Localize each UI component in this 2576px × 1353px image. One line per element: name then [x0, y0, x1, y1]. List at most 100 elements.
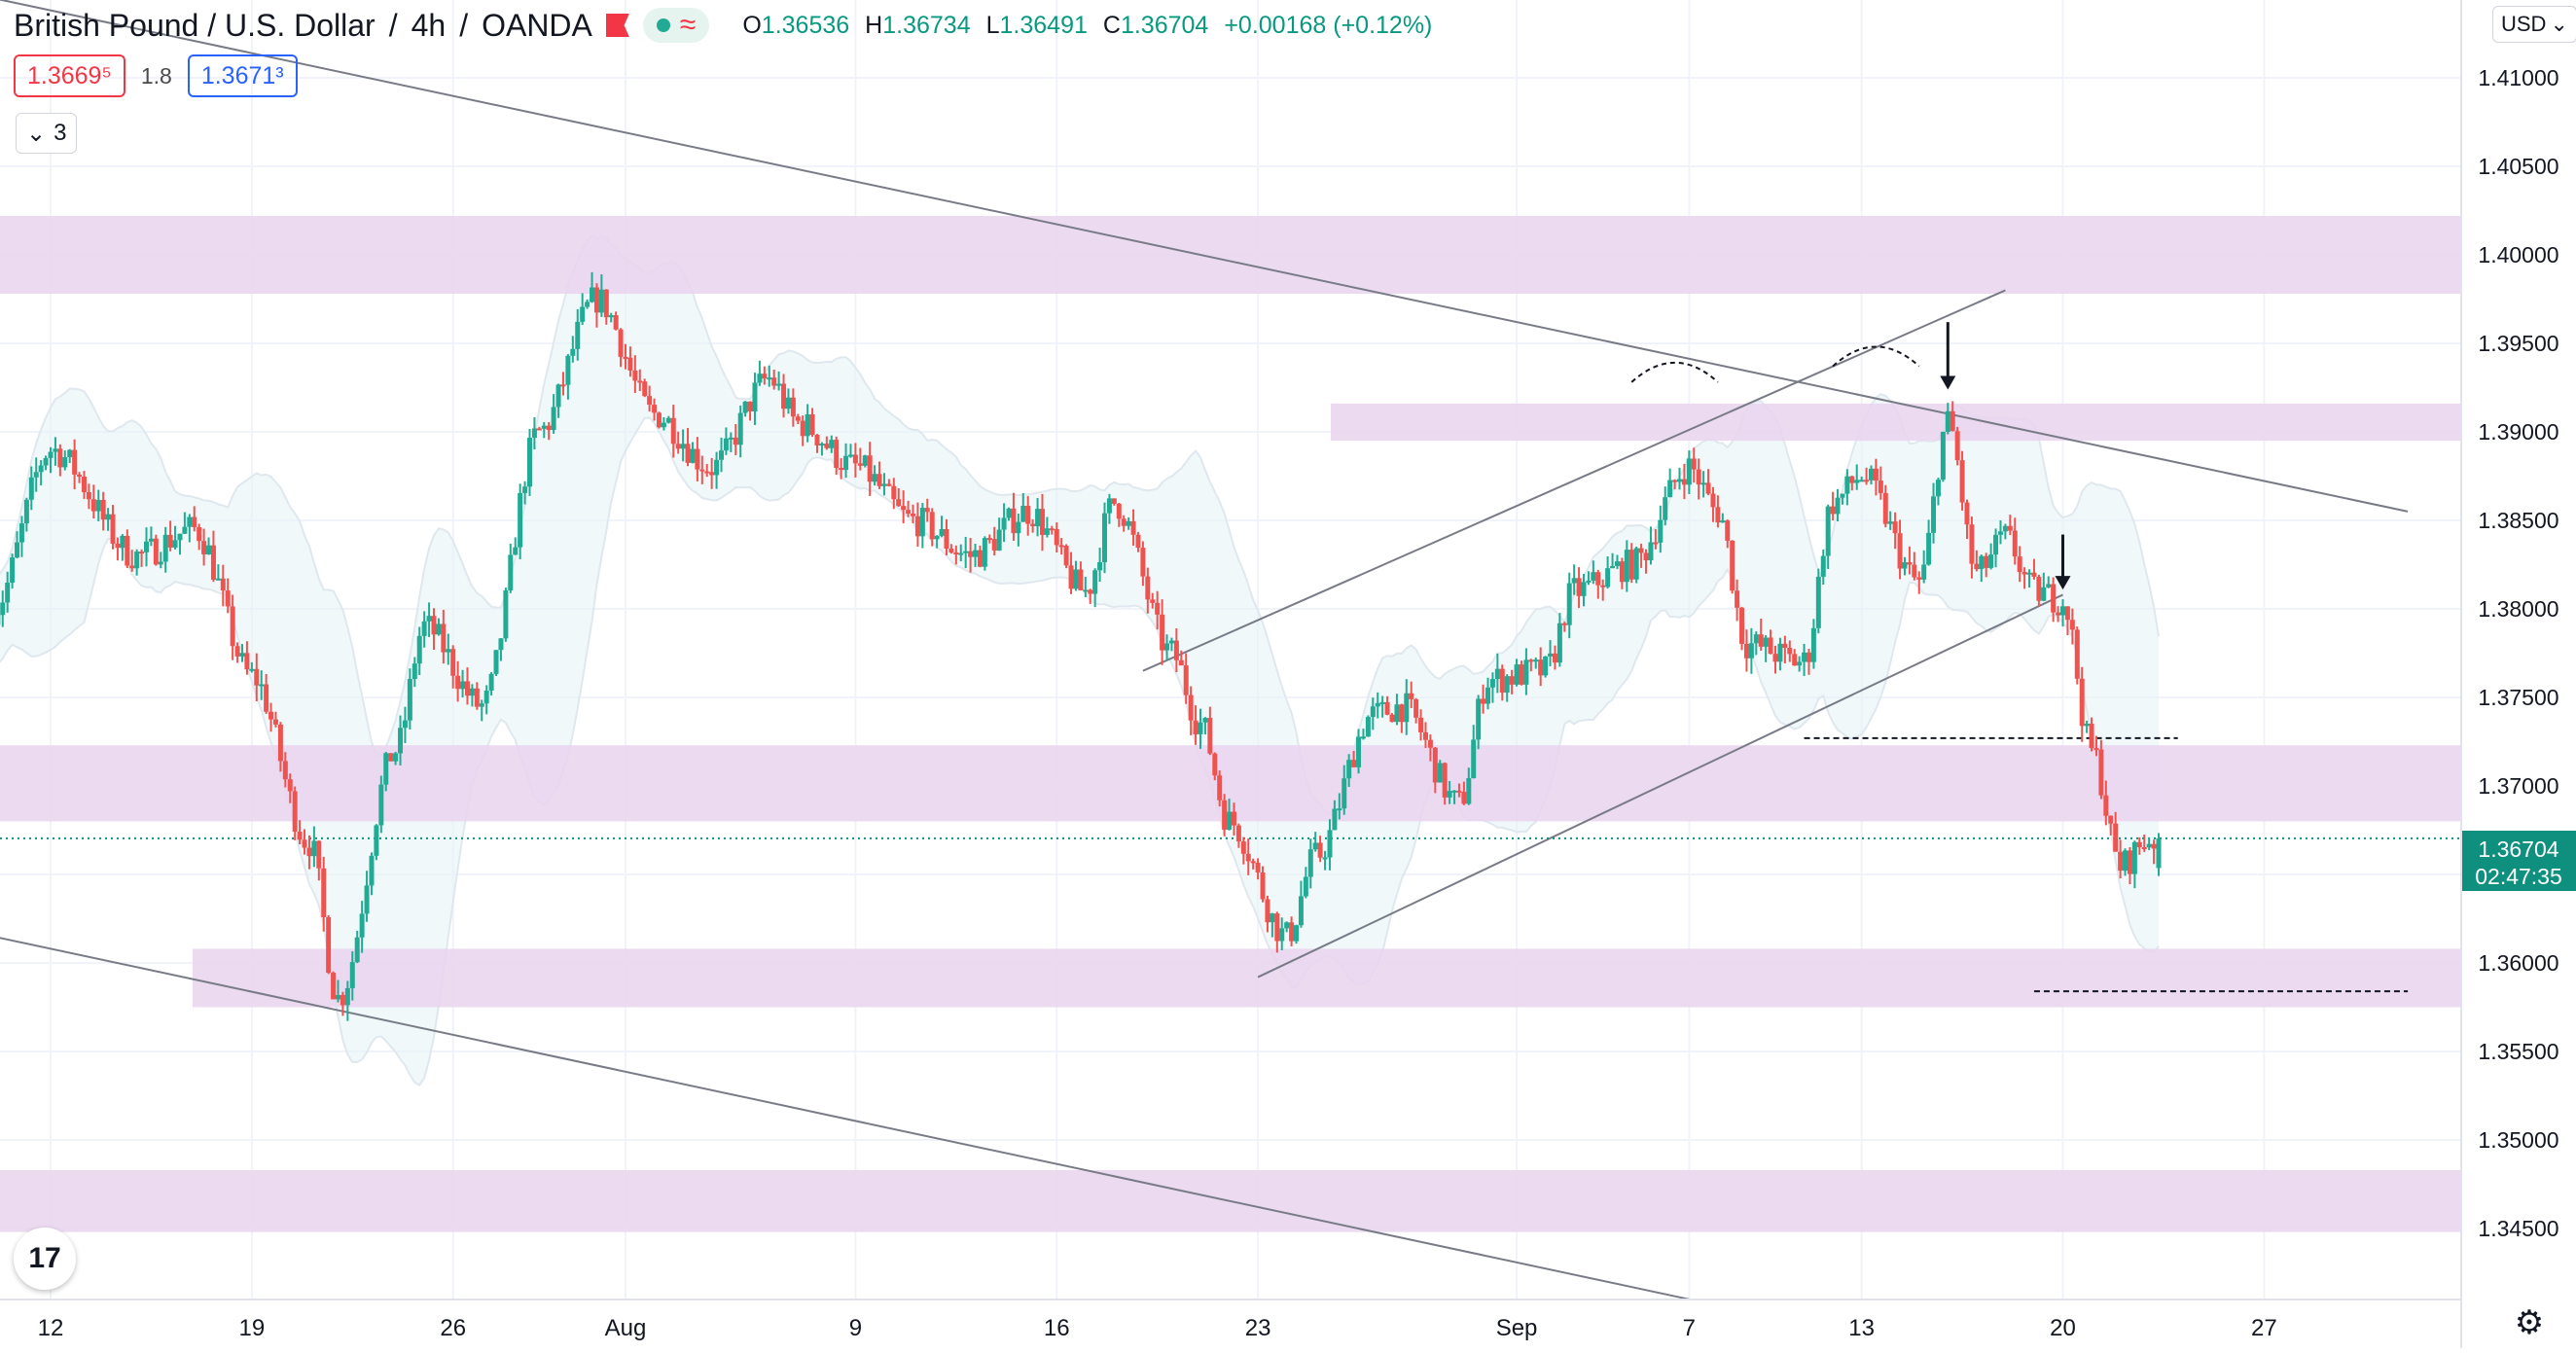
flag-icon[interactable] [606, 14, 629, 37]
candle-body [1898, 533, 1903, 568]
candle-body [1667, 481, 1672, 498]
candle-body [1777, 644, 1782, 661]
candle-body [19, 523, 24, 542]
candle-body [2056, 613, 2060, 616]
gear-icon[interactable]: ⚙ [2510, 1303, 2549, 1342]
candle-body [1011, 509, 1016, 533]
candle-body [226, 590, 231, 606]
candle-body [627, 358, 632, 371]
candle-body [1399, 704, 1404, 722]
candle-body [686, 444, 691, 463]
candle-body [565, 356, 570, 385]
candle-body [1448, 791, 1452, 798]
candle-body [1907, 562, 1912, 564]
candle-body [590, 287, 594, 302]
candle-body [1346, 760, 1351, 778]
candle-body [1854, 480, 1859, 482]
candle-body [1274, 913, 1279, 941]
candle-body [2157, 838, 2162, 869]
candle-body [1030, 524, 1035, 526]
candle-body [709, 472, 714, 475]
candle-body [303, 839, 307, 847]
price-tick-label: 1.38500 [2478, 508, 2558, 533]
buy-button[interactable]: 1.3671³ [188, 54, 298, 97]
candle-body [1485, 688, 1490, 704]
candle-body [57, 448, 62, 467]
tradingview-logo-icon[interactable]: 17 [14, 1228, 76, 1290]
candle-body [1557, 623, 1562, 662]
candle-body [398, 728, 403, 753]
candle-body [1227, 812, 1232, 830]
candle-body [5, 583, 10, 602]
candle-body [450, 649, 455, 676]
close-value: 1.36704 [1121, 12, 1208, 39]
candle-body [1687, 458, 1692, 484]
candle-body [1878, 481, 1883, 493]
candle-body [1025, 506, 1030, 524]
candle-body [1064, 546, 1069, 565]
candle-body [134, 552, 139, 568]
candle-body [316, 840, 321, 868]
candle-body [1241, 841, 1246, 854]
candle-body [1073, 569, 1078, 588]
candle-body [1140, 548, 1145, 577]
candle-body [106, 515, 111, 519]
candle-body [264, 684, 268, 711]
candle-body [441, 623, 446, 652]
candle-body [1869, 469, 1874, 481]
candle-body [1936, 480, 1941, 496]
sell-button[interactable]: 1.3669⁵ [14, 54, 125, 97]
candle-body [0, 602, 5, 615]
candle-body [609, 315, 614, 317]
candle-body [177, 534, 182, 541]
candle-body [1371, 706, 1376, 717]
candle-body [1452, 791, 1457, 793]
time-tick-label: 12 [38, 1315, 64, 1341]
candle-body [829, 440, 834, 448]
interval-label[interactable]: 4h [411, 8, 447, 44]
candle-body [1117, 504, 1122, 518]
candle-body [494, 650, 499, 674]
candle-body [2018, 556, 2022, 572]
candle-body [475, 689, 480, 707]
candle-body [221, 579, 226, 590]
candle-body [2031, 573, 2036, 577]
candle-body [1993, 535, 1998, 554]
candle-body [1279, 928, 1284, 941]
candle-body [1217, 775, 1222, 800]
price-tick-label: 1.35500 [2478, 1039, 2558, 1064]
candle-body [393, 753, 398, 761]
candle-body [547, 426, 552, 430]
candle-body [863, 455, 868, 466]
candle-body [1836, 498, 1841, 515]
candle-body [1495, 669, 1500, 679]
symbol-name[interactable]: British Pound / U.S. Dollar [14, 8, 376, 44]
candle-body [350, 962, 355, 988]
candle-body [231, 606, 235, 646]
candle-body [408, 679, 412, 721]
candle-body [1634, 549, 1639, 580]
candle-body [1261, 872, 1266, 900]
candle-body [96, 500, 101, 512]
change-value: +0.00168 (+0.12%) [1224, 12, 1432, 40]
market-status-pill[interactable]: ≈ [643, 8, 709, 43]
candle-body [1232, 812, 1236, 826]
candle-body [1615, 561, 1620, 566]
candle-body [2137, 842, 2142, 847]
candle-body [901, 506, 906, 510]
candle-body [1979, 556, 1984, 569]
candle-body [824, 444, 829, 448]
candle-body [331, 973, 336, 999]
candle-body [1926, 533, 1931, 565]
currency-selector[interactable]: USD ⌄ [2492, 6, 2576, 43]
candle-body [1677, 480, 1682, 482]
candle-body [666, 418, 671, 423]
candle-body [240, 653, 245, 657]
last-price-label: 1.36704 02:47:35 [2462, 831, 2576, 891]
candle-body [1946, 411, 1950, 432]
candle-body [1179, 660, 1184, 665]
zone-rect [1331, 404, 2461, 441]
candle-body [1528, 659, 1533, 661]
indicators-collapse-button[interactable]: ⌄ 3 [16, 113, 77, 154]
